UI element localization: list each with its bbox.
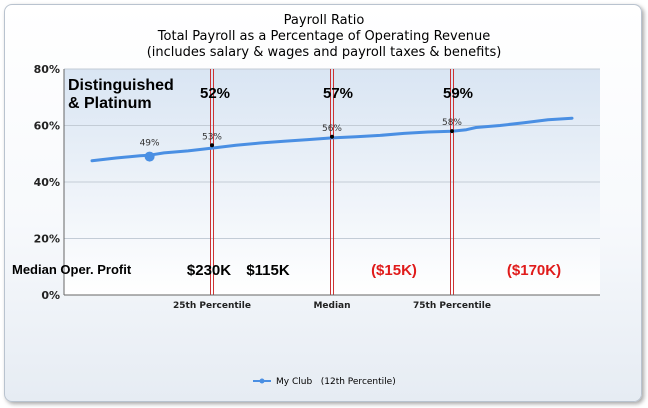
y-tick-label: 20% [34,233,60,246]
group-label-line2: & Platinum [68,95,152,112]
legend-marker [259,378,265,384]
my-club-value-label: 49% [140,139,160,149]
x-tick-label: 25th Percentile [173,301,251,311]
my-club-point [144,151,155,162]
percentile-dividers [210,69,454,295]
group-label-line1: Distinguished [68,77,174,94]
group-ratio-label: 59% [443,85,473,102]
percentile-point [210,143,214,148]
profit-values: $230K $115K ($15K) ($170K) [187,262,561,279]
percentile-point [330,134,334,139]
percentile-point [450,129,454,134]
percentile-value-label: 53% [202,132,222,142]
profit-value: $115K [246,262,290,279]
y-tick-label: 60% [34,120,60,133]
x-tick-labels: 25th Percentile Median 75th Percentile [173,301,491,311]
chart-title: Payroll Ratio [284,13,365,28]
group-ratio-label: 57% [323,85,353,102]
y-tick-labels: 0% 20% 40% 60% 80% [34,63,60,302]
y-tick-label: 0% [41,289,60,302]
group-ratio-labels: 52% 57% 59% [200,85,473,102]
profit-row-label: Median Oper. Profit [12,262,132,277]
profit-value: ($170K) [507,262,561,279]
y-tick-label: 80% [34,63,60,76]
percentile-markers: 53% 56% 58% [202,118,462,148]
profit-value: ($15K) [371,262,417,279]
x-tick-label: Median [313,301,350,311]
axes [63,69,600,296]
y-tick-label: 40% [34,176,60,189]
chart-subtitle-line2: (includes salary & wages and payroll tax… [147,45,502,60]
group-ratio-label: 52% [200,85,230,102]
profit-value: $230K [187,262,231,279]
percentile-value-label: 56% [322,124,342,134]
legend-label: My Club (12th Percentile) [276,377,396,387]
legend: My Club (12th Percentile) [253,377,396,387]
percentile-value-label: 58% [442,118,462,128]
x-tick-label: 75th Percentile [413,301,491,311]
chart-subtitle-line1: Total Payroll as a Percentage of Operati… [157,29,490,44]
